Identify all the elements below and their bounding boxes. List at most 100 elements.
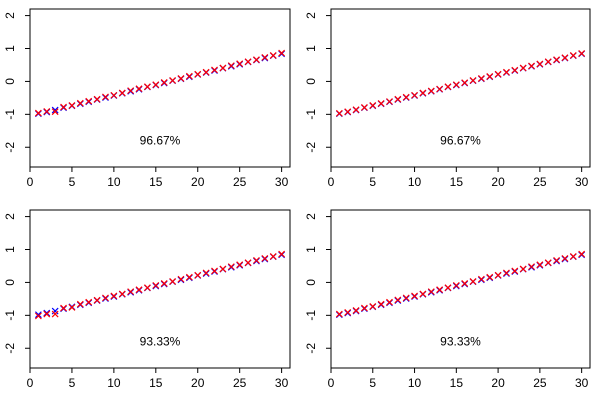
- x-tick-label: 0: [27, 376, 34, 390]
- data-point: [528, 62, 535, 70]
- data-point: [244, 58, 252, 66]
- data-point: [419, 89, 427, 97]
- data-point: [85, 298, 93, 306]
- y-tick-label: 0: [304, 279, 318, 286]
- x-tick-label: 5: [69, 376, 76, 390]
- panel-3: 0 5 10 15 20 25 30 -2 -1 0 1 2 93.33%: [3, 209, 291, 390]
- plot-frame: [29, 209, 291, 369]
- plot-frame: [29, 8, 291, 168]
- data-point: [211, 66, 218, 74]
- y-tick-label: 0: [3, 78, 17, 85]
- x-tick-label: 20: [191, 376, 205, 390]
- data-point: [394, 95, 402, 103]
- data-point: [51, 307, 59, 315]
- data-point: [536, 60, 544, 68]
- accuracy-annotation: 93.33%: [140, 335, 181, 349]
- data-point: [43, 107, 51, 115]
- y-tick-label: -2: [304, 142, 318, 153]
- data-point: [444, 83, 452, 91]
- data-point: [93, 95, 101, 103]
- data-point: [127, 288, 135, 296]
- x-tick-label: 0: [27, 175, 34, 189]
- x-tick-label: 30: [575, 376, 589, 390]
- x-tick-label: 25: [233, 376, 247, 390]
- data-point: [436, 85, 444, 93]
- data-point: [60, 304, 67, 312]
- data-point: [427, 87, 435, 95]
- y-tick-label: -1: [304, 109, 318, 120]
- data-point: [34, 109, 42, 117]
- data-point: [503, 269, 510, 277]
- data-point: [236, 60, 244, 68]
- data-point: [185, 72, 193, 80]
- data-point: [219, 64, 227, 72]
- y-tick-label: -1: [304, 310, 318, 321]
- data-point: [335, 109, 343, 117]
- data-point: [352, 106, 360, 114]
- data-point: [469, 77, 477, 84]
- data-point: [244, 259, 252, 267]
- y-tick-label: 2: [3, 12, 17, 19]
- x-tick-label: 30: [575, 175, 589, 189]
- data-point: [511, 66, 519, 74]
- x-tick-label: 15: [149, 376, 163, 390]
- y-tick-label: 1: [304, 45, 318, 52]
- data-point: [261, 254, 269, 262]
- y-tick-label: -2: [3, 142, 17, 153]
- data-point: [110, 91, 118, 99]
- data-point: [219, 265, 227, 273]
- x-tick-label: 30: [275, 376, 289, 390]
- data-point: [43, 310, 51, 318]
- y-tick-label: 0: [304, 78, 318, 85]
- data-point: [34, 311, 42, 319]
- data-point: [494, 70, 502, 78]
- data-point: [503, 68, 510, 76]
- data-point: [177, 75, 185, 82]
- data-point: [202, 269, 210, 277]
- data-point: [227, 263, 235, 271]
- data-point: [185, 273, 193, 281]
- data-point: [51, 106, 59, 114]
- data-point: [436, 286, 444, 294]
- data-point: [386, 298, 393, 306]
- data-point: [269, 252, 277, 260]
- data-point: [68, 304, 76, 311]
- x-tick-label: 15: [450, 175, 464, 189]
- data-point: [253, 56, 260, 64]
- data-point: [477, 75, 485, 82]
- data-point: [194, 271, 202, 279]
- x-tick-label: 5: [369, 376, 376, 390]
- data-point: [553, 56, 561, 64]
- y-tick-label: 1: [3, 246, 17, 253]
- data-point: [211, 267, 218, 275]
- series-2: [34, 49, 286, 117]
- data-point: [494, 271, 502, 279]
- data-point: [511, 267, 519, 275]
- accuracy-annotation: 93.33%: [440, 335, 481, 349]
- data-point: [85, 97, 93, 105]
- data-point: [261, 53, 269, 61]
- accuracy-annotation: 96.67%: [140, 134, 181, 148]
- data-point: [352, 306, 360, 314]
- data-point: [360, 304, 368, 312]
- x-tick-label: 15: [450, 376, 464, 390]
- y-tick-label: -2: [3, 343, 17, 354]
- data-point: [278, 250, 286, 258]
- data-point: [578, 250, 586, 258]
- plot-frame: [330, 209, 591, 369]
- data-point: [60, 103, 67, 111]
- y-tick-label: 1: [304, 246, 318, 253]
- data-point: [360, 103, 368, 111]
- y-tick-label: 2: [3, 213, 17, 220]
- y-tick-label: 2: [304, 12, 318, 19]
- panel-4: 0 5 10 15 20 25 30 -2 -1 0 1 2 93.33%: [304, 209, 591, 390]
- data-point: [110, 292, 118, 300]
- data-point: [194, 70, 202, 78]
- data-point: [269, 51, 277, 59]
- data-point: [419, 290, 427, 298]
- data-point: [461, 279, 469, 287]
- data-point: [169, 278, 177, 285]
- data-point: [377, 100, 385, 107]
- data-point: [561, 54, 569, 62]
